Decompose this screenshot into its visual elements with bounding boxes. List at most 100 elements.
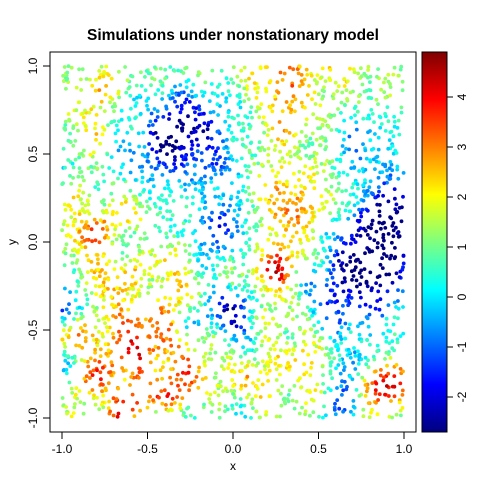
scatter-point	[250, 153, 255, 158]
scatter-point	[238, 397, 243, 401]
scatter-point	[401, 369, 405, 374]
scatter-point	[95, 306, 99, 310]
scatter-point	[178, 110, 183, 115]
scatter-point	[341, 388, 346, 393]
scatter-point	[172, 223, 177, 228]
scatter-point	[327, 161, 332, 166]
scatter-point	[153, 131, 158, 135]
scatter-point	[110, 222, 115, 227]
scatter-point	[230, 378, 235, 382]
scatter-point	[347, 147, 351, 152]
scatter-point	[224, 351, 229, 356]
scatter-point	[268, 358, 273, 363]
scatter-point	[278, 332, 283, 337]
scatter-point	[266, 201, 271, 205]
scatter-point	[387, 341, 392, 345]
scatter-point	[84, 77, 89, 81]
scatter-point	[181, 71, 186, 75]
scatter-point	[184, 85, 189, 90]
scatter-point	[336, 187, 341, 191]
scatter-point	[68, 290, 72, 294]
scatter-point	[391, 72, 396, 77]
scatter-point	[187, 388, 192, 393]
scatter-point	[192, 320, 197, 325]
scatter-point	[157, 225, 161, 230]
scatter-point	[275, 187, 280, 192]
scatter-point	[299, 100, 304, 105]
scatter-point	[133, 116, 138, 121]
scatter-point	[330, 275, 335, 280]
scatter-point	[94, 276, 99, 281]
scatter-point	[320, 326, 325, 331]
scatter-point	[385, 289, 390, 294]
scatter-point	[263, 197, 268, 202]
scatter-point	[239, 68, 244, 73]
scatter-point	[240, 272, 245, 277]
scatter-point	[138, 201, 143, 206]
scatter-point	[189, 147, 194, 151]
scatter-point	[257, 174, 262, 178]
scatter-point	[97, 330, 101, 334]
scatter-point	[222, 258, 227, 263]
scatter-point	[229, 235, 234, 239]
scatter-point	[271, 241, 276, 246]
scatter-point	[86, 202, 91, 207]
scatter-point	[237, 203, 241, 208]
scatter-point	[374, 159, 379, 164]
scatter-point	[235, 74, 240, 79]
scatter-point	[110, 198, 115, 203]
scatter-point	[161, 338, 166, 342]
scatter-point	[155, 278, 160, 283]
scatter-point	[367, 415, 372, 420]
scatter-point	[160, 401, 165, 406]
scatter-point	[276, 90, 281, 95]
scatter-point	[179, 103, 184, 108]
scatter-point	[382, 375, 386, 380]
scatter-point	[268, 347, 273, 351]
scatter-point	[102, 109, 107, 113]
scatter-point	[175, 395, 180, 399]
scatter-point	[299, 283, 303, 288]
scatter-point	[300, 209, 304, 214]
scatter-point	[226, 150, 230, 155]
scatter-point	[168, 169, 173, 174]
scatter-point	[209, 325, 214, 330]
scatter-point	[255, 242, 259, 247]
scatter-point	[376, 135, 381, 140]
scatter-point	[390, 415, 394, 420]
scatter-point	[277, 294, 282, 299]
scatter-point	[207, 164, 212, 168]
scatter-point	[312, 90, 317, 95]
scatter-point	[328, 335, 333, 340]
scatter-point	[276, 137, 280, 142]
scatter-point	[163, 258, 167, 262]
scatter-point	[138, 111, 143, 116]
scatter-point	[328, 348, 333, 352]
scatter-point	[87, 390, 92, 395]
scatter-point	[77, 166, 82, 171]
scatter-point	[267, 260, 271, 264]
scatter-point	[221, 202, 226, 207]
scatter-point	[138, 192, 142, 197]
scatter-point	[228, 93, 232, 98]
scatter-point	[113, 224, 118, 229]
scatter-point	[82, 359, 87, 363]
scatter-point	[61, 146, 66, 151]
scatter-point	[277, 206, 282, 211]
scatter-point	[223, 265, 228, 270]
scatter-point	[168, 209, 173, 214]
scatter-point	[366, 365, 371, 370]
scatter-point	[82, 376, 87, 381]
scatter-point	[76, 128, 80, 133]
scatter-point	[75, 279, 80, 284]
plot-frame	[49, 51, 417, 433]
scatter-point	[333, 237, 337, 242]
scatter-point	[397, 132, 402, 137]
scatter-point	[313, 248, 318, 253]
scatter-point	[336, 348, 340, 353]
scatter-point	[309, 361, 314, 365]
scatter-point	[128, 234, 133, 239]
scatter-point	[282, 142, 287, 147]
scatter-point	[263, 183, 268, 187]
scatter-point	[232, 395, 237, 400]
